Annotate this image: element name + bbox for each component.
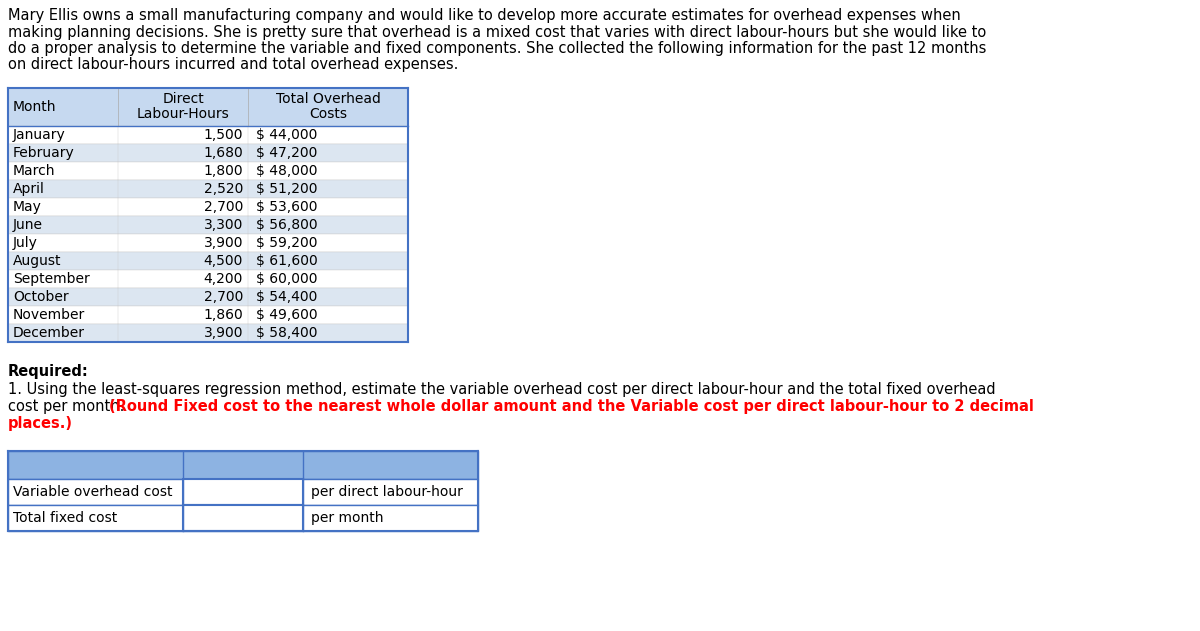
Text: Required:: Required: bbox=[8, 364, 89, 379]
Text: 3,300: 3,300 bbox=[204, 218, 242, 232]
Text: on direct labour-hours incurred and total overhead expenses.: on direct labour-hours incurred and tota… bbox=[8, 57, 458, 73]
Bar bbox=[8, 144, 408, 162]
Bar bbox=[8, 324, 408, 342]
Bar bbox=[8, 234, 408, 252]
Bar bbox=[182, 479, 302, 505]
Text: 4,500: 4,500 bbox=[204, 254, 242, 268]
Text: 4,200: 4,200 bbox=[204, 272, 242, 286]
Bar bbox=[182, 505, 302, 531]
Text: 1,860: 1,860 bbox=[203, 308, 242, 322]
Text: $ 53,600: $ 53,600 bbox=[256, 200, 318, 214]
Bar bbox=[8, 451, 478, 479]
Text: $ 61,600: $ 61,600 bbox=[256, 254, 318, 268]
Text: 2,700: 2,700 bbox=[204, 200, 242, 214]
Text: $ 49,600: $ 49,600 bbox=[256, 308, 318, 322]
Text: $ 48,000: $ 48,000 bbox=[256, 164, 318, 178]
Bar bbox=[8, 479, 478, 505]
Bar bbox=[8, 306, 408, 324]
Text: Direct: Direct bbox=[162, 92, 204, 106]
Text: November: November bbox=[13, 308, 85, 322]
Text: $ 51,200: $ 51,200 bbox=[256, 182, 318, 196]
Text: Total fixed cost: Total fixed cost bbox=[13, 511, 118, 525]
Text: 1,800: 1,800 bbox=[203, 164, 242, 178]
Bar bbox=[8, 252, 408, 270]
Text: per direct labour-hour: per direct labour-hour bbox=[311, 485, 463, 499]
Bar bbox=[8, 270, 408, 288]
Text: Variable overhead cost: Variable overhead cost bbox=[13, 485, 173, 499]
Bar bbox=[8, 162, 408, 180]
Text: Mary Ellis owns a small manufacturing company and would like to develop more acc: Mary Ellis owns a small manufacturing co… bbox=[8, 8, 961, 23]
Text: Labour-Hours: Labour-Hours bbox=[137, 107, 229, 121]
Bar bbox=[8, 288, 408, 306]
Bar bbox=[8, 198, 408, 216]
Bar bbox=[8, 216, 408, 234]
Text: cost per month.: cost per month. bbox=[8, 399, 130, 414]
Text: Total Overhead: Total Overhead bbox=[276, 92, 380, 106]
Text: places.): places.) bbox=[8, 416, 73, 431]
Text: $ 58,400: $ 58,400 bbox=[256, 326, 318, 340]
Text: do a proper analysis to determine the variable and fixed components. She collect: do a proper analysis to determine the va… bbox=[8, 41, 986, 56]
Text: 2,700: 2,700 bbox=[204, 290, 242, 304]
Text: October: October bbox=[13, 290, 68, 304]
Text: $ 59,200: $ 59,200 bbox=[256, 236, 318, 250]
Bar bbox=[8, 505, 478, 531]
Text: (Round Fixed cost to the nearest whole dollar amount and the Variable cost per d: (Round Fixed cost to the nearest whole d… bbox=[109, 399, 1033, 414]
Text: July: July bbox=[13, 236, 38, 250]
Bar bbox=[8, 180, 408, 198]
Text: $ 44,000: $ 44,000 bbox=[256, 128, 317, 142]
Text: 1,680: 1,680 bbox=[203, 146, 242, 160]
Text: 2,520: 2,520 bbox=[204, 182, 242, 196]
Text: 3,900: 3,900 bbox=[204, 236, 242, 250]
Text: $ 47,200: $ 47,200 bbox=[256, 146, 317, 160]
Text: $ 54,400: $ 54,400 bbox=[256, 290, 317, 304]
Text: February: February bbox=[13, 146, 74, 160]
Text: $ 56,800: $ 56,800 bbox=[256, 218, 318, 232]
Text: March: March bbox=[13, 164, 55, 178]
Text: 1,500: 1,500 bbox=[204, 128, 242, 142]
Text: Month: Month bbox=[13, 100, 56, 114]
Bar bbox=[8, 88, 408, 126]
Text: September: September bbox=[13, 272, 90, 286]
Text: January: January bbox=[13, 128, 66, 142]
Text: $ 60,000: $ 60,000 bbox=[256, 272, 318, 286]
Text: 1. Using the least-squares regression method, estimate the variable overhead cos: 1. Using the least-squares regression me… bbox=[8, 382, 996, 397]
Text: June: June bbox=[13, 218, 43, 232]
Text: Costs: Costs bbox=[310, 107, 347, 121]
Text: December: December bbox=[13, 326, 85, 340]
Text: 3,900: 3,900 bbox=[204, 326, 242, 340]
Text: making planning decisions. She is pretty sure that overhead is a mixed cost that: making planning decisions. She is pretty… bbox=[8, 25, 986, 40]
Text: May: May bbox=[13, 200, 42, 214]
Bar bbox=[8, 126, 408, 144]
Text: August: August bbox=[13, 254, 61, 268]
Text: April: April bbox=[13, 182, 44, 196]
Text: per month: per month bbox=[311, 511, 384, 525]
